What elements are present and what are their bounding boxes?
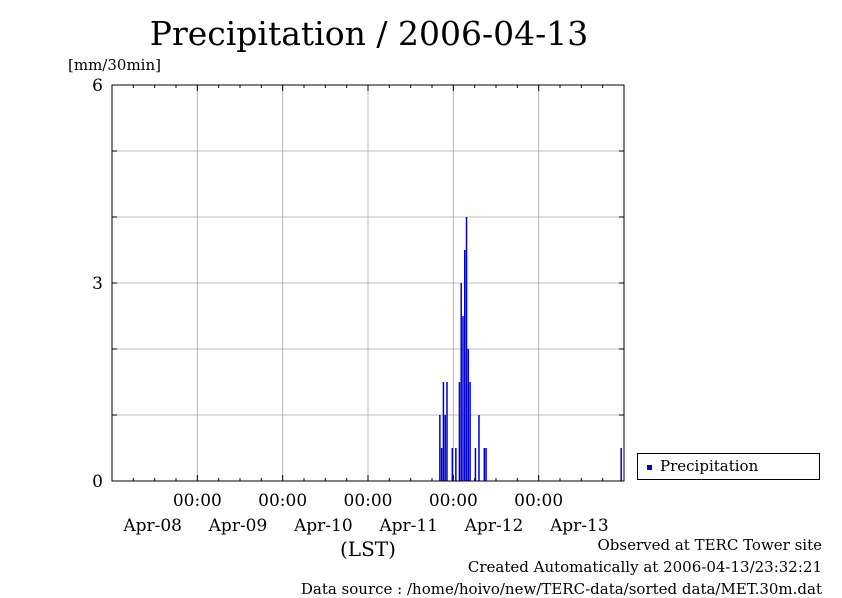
precipitation-bar: [474, 448, 477, 481]
precipitation-bar: [439, 415, 441, 481]
x-time-label: 00:00: [173, 491, 222, 511]
precipitation-bar: [462, 316, 464, 481]
y-axis-unit-label: [mm/30min]: [68, 56, 161, 74]
axis-tick-labels: 0 3 6 00:00 00:00 00:00 00:00 00:00 Apr-08 Apr-09…: [92, 76, 608, 536]
legend: Precipitation: [637, 453, 820, 480]
bar-series: [439, 217, 622, 481]
x-time-label: 00:00: [514, 491, 563, 511]
precipitation-bar: [442, 382, 445, 481]
precipitation-bar: [451, 448, 454, 481]
precipitation-bar: [465, 217, 468, 481]
precipitation-bar: [483, 448, 486, 481]
precipitation-bar: [620, 448, 622, 481]
x-date-label: Apr-10: [293, 516, 353, 536]
y-tick-label: 6: [92, 76, 103, 96]
footer-created: Created Automatically at 2006-04-13/23:3…: [467, 558, 822, 576]
y-tick-label: 0: [92, 472, 103, 492]
precipitation-bar: [485, 448, 487, 481]
x-date-label: Apr-11: [378, 516, 438, 536]
footer-observed: Observed at TERC Tower site: [597, 536, 822, 554]
precipitation-bar: [469, 382, 471, 481]
footer-source: Data source : /home/hoivo/new/TERC-data/…: [300, 580, 822, 598]
precipitation-bar: [444, 415, 446, 481]
x-date-label: Apr-09: [208, 516, 268, 536]
x-time-label: 00:00: [344, 491, 393, 511]
x-date-label: Apr-12: [464, 516, 524, 536]
precipitation-bar: [467, 349, 470, 481]
axis-ticks: [111, 84, 625, 482]
chart-title: Precipitation / 2006-04-13: [149, 14, 589, 53]
precipitation-bar: [455, 448, 457, 481]
y-tick-label: 3: [92, 274, 103, 294]
precipitation-bar: [458, 382, 461, 481]
precipitation-bar: [478, 415, 480, 481]
legend-swatch: [647, 465, 652, 470]
precipitation-bar: [446, 382, 448, 481]
x-axis-unit-label: (LST): [340, 537, 396, 561]
x-date-label: Apr-13: [549, 516, 609, 536]
legend-label: Precipitation: [660, 457, 759, 475]
precipitation-bar: [460, 283, 462, 481]
x-time-label: 00:00: [258, 491, 307, 511]
x-date-label: Apr-08: [122, 516, 182, 536]
grid-lines: [112, 85, 624, 481]
precipitation-bar: [464, 250, 466, 481]
x-time-label: 00:00: [429, 491, 478, 511]
precipitation-bar: [440, 448, 443, 481]
